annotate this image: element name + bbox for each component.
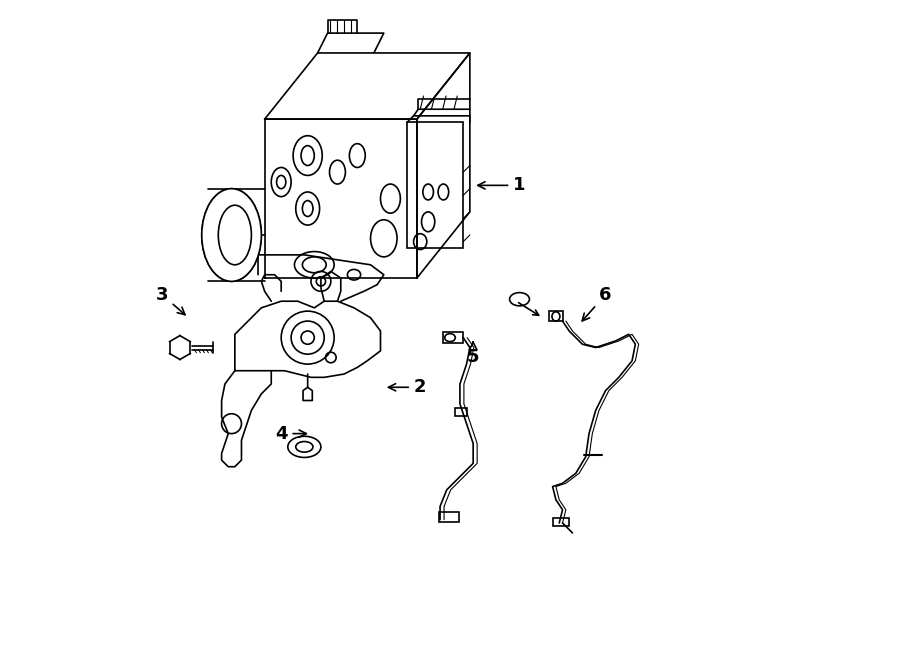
Bar <box>454 408 466 416</box>
Text: 1: 1 <box>478 176 526 195</box>
Bar <box>438 512 459 522</box>
Bar <box>553 518 569 526</box>
Text: 4: 4 <box>274 424 306 443</box>
Bar <box>549 311 562 321</box>
Ellipse shape <box>288 436 321 457</box>
Ellipse shape <box>202 189 261 281</box>
Bar <box>444 332 464 343</box>
Text: 5: 5 <box>467 342 480 367</box>
Bar <box>407 122 464 248</box>
Text: 3: 3 <box>156 285 185 314</box>
Text: 2: 2 <box>389 378 427 397</box>
Text: 6: 6 <box>582 285 612 321</box>
